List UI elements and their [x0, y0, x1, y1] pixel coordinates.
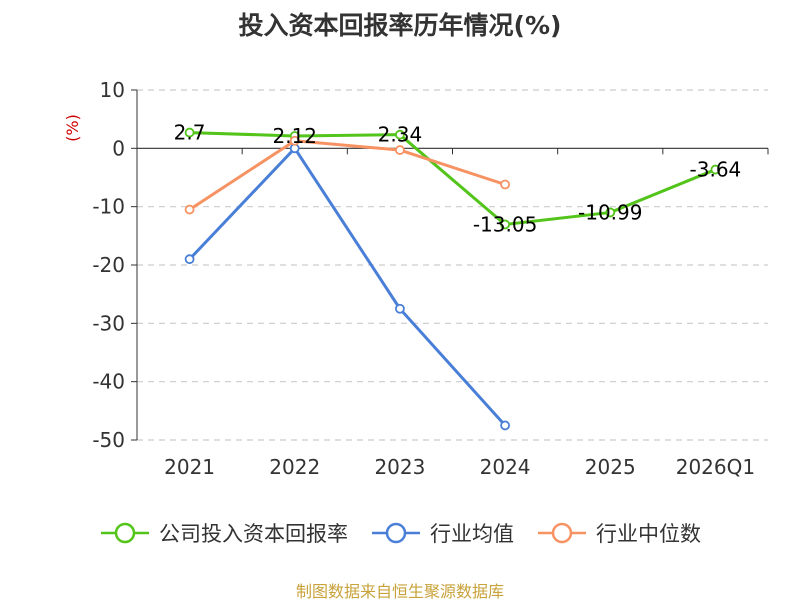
data-label: 2.12: [272, 124, 317, 148]
y-tick-label: -10: [92, 195, 125, 219]
series-line-0: [189, 131, 716, 226]
data-label: 2.7: [174, 121, 206, 145]
axes: 10 0 -10 -20 -30 -40 -50 2021 2022 2023 2024 2025 20…: [63, 78, 769, 479]
legend-line-marker-icon: [101, 522, 149, 544]
legend-label: 行业均值: [430, 522, 514, 546]
x-tick-label: 2025: [585, 455, 636, 479]
data-point: [500, 219, 510, 230]
data-label: -13.05: [473, 212, 537, 236]
y-tick-label: -20: [92, 253, 125, 277]
chart-plot: 10 0 -10 -20 -30 -40 -50 2021 2022 2023 2024 2025 20…: [63, 78, 769, 479]
y-tick-label: -50: [92, 428, 125, 452]
data-point: [500, 420, 510, 431]
data-point: [184, 204, 195, 215]
series-lines: [184, 127, 721, 431]
data-point: [710, 164, 721, 175]
data-point: [184, 127, 195, 138]
y-tick-label: -30: [92, 311, 125, 335]
chart-title: 投入资本回报率历年情况(%): [238, 11, 562, 40]
legend: 公司投入资本回报率 行业均值 行业中位数: [0, 518, 800, 548]
y-tick-label: 10: [100, 78, 125, 102]
data-label: 2.34: [378, 123, 423, 147]
data-point: [395, 303, 405, 314]
x-tick-label: 2022: [269, 455, 320, 479]
y-tick-label: -40: [92, 370, 125, 394]
source-note: 制图数据来自恒生聚源数据库: [295, 582, 504, 601]
legend-item[interactable]: 行业中位数: [536, 518, 701, 548]
legend-line-marker-icon: [538, 522, 586, 544]
legend-item[interactable]: 行业均值: [370, 518, 514, 548]
y-axis-title: (%): [63, 114, 82, 142]
data-point: [395, 129, 405, 140]
legend-item[interactable]: 公司投入资本回报率: [99, 518, 348, 548]
legend-label: 公司投入资本回报率: [159, 522, 348, 546]
data-point: [605, 207, 616, 218]
data-point: [289, 135, 300, 146]
data-label: -3.64: [690, 158, 742, 182]
x-tick-label: 2023: [374, 455, 425, 479]
x-tick-label: 2026Q1: [676, 455, 755, 479]
series-line-2: [188, 139, 506, 211]
data-point: [395, 145, 405, 155]
legend-line-marker-icon: [372, 522, 420, 544]
data-labels: 2.7 2.12 2.34 -13.05 -10.99 -3.64: [174, 121, 742, 237]
data-point: [184, 254, 195, 265]
data-label: -10.99: [578, 200, 642, 224]
legend-label: 行业中位数: [596, 522, 701, 546]
x-tick-label: 2021: [164, 455, 215, 479]
y-tick-label: 0: [112, 136, 125, 160]
grid-lines: [137, 89, 768, 441]
series-line-1: [188, 146, 507, 427]
data-point: [500, 179, 510, 190]
x-tick-label: 2024: [480, 455, 531, 479]
